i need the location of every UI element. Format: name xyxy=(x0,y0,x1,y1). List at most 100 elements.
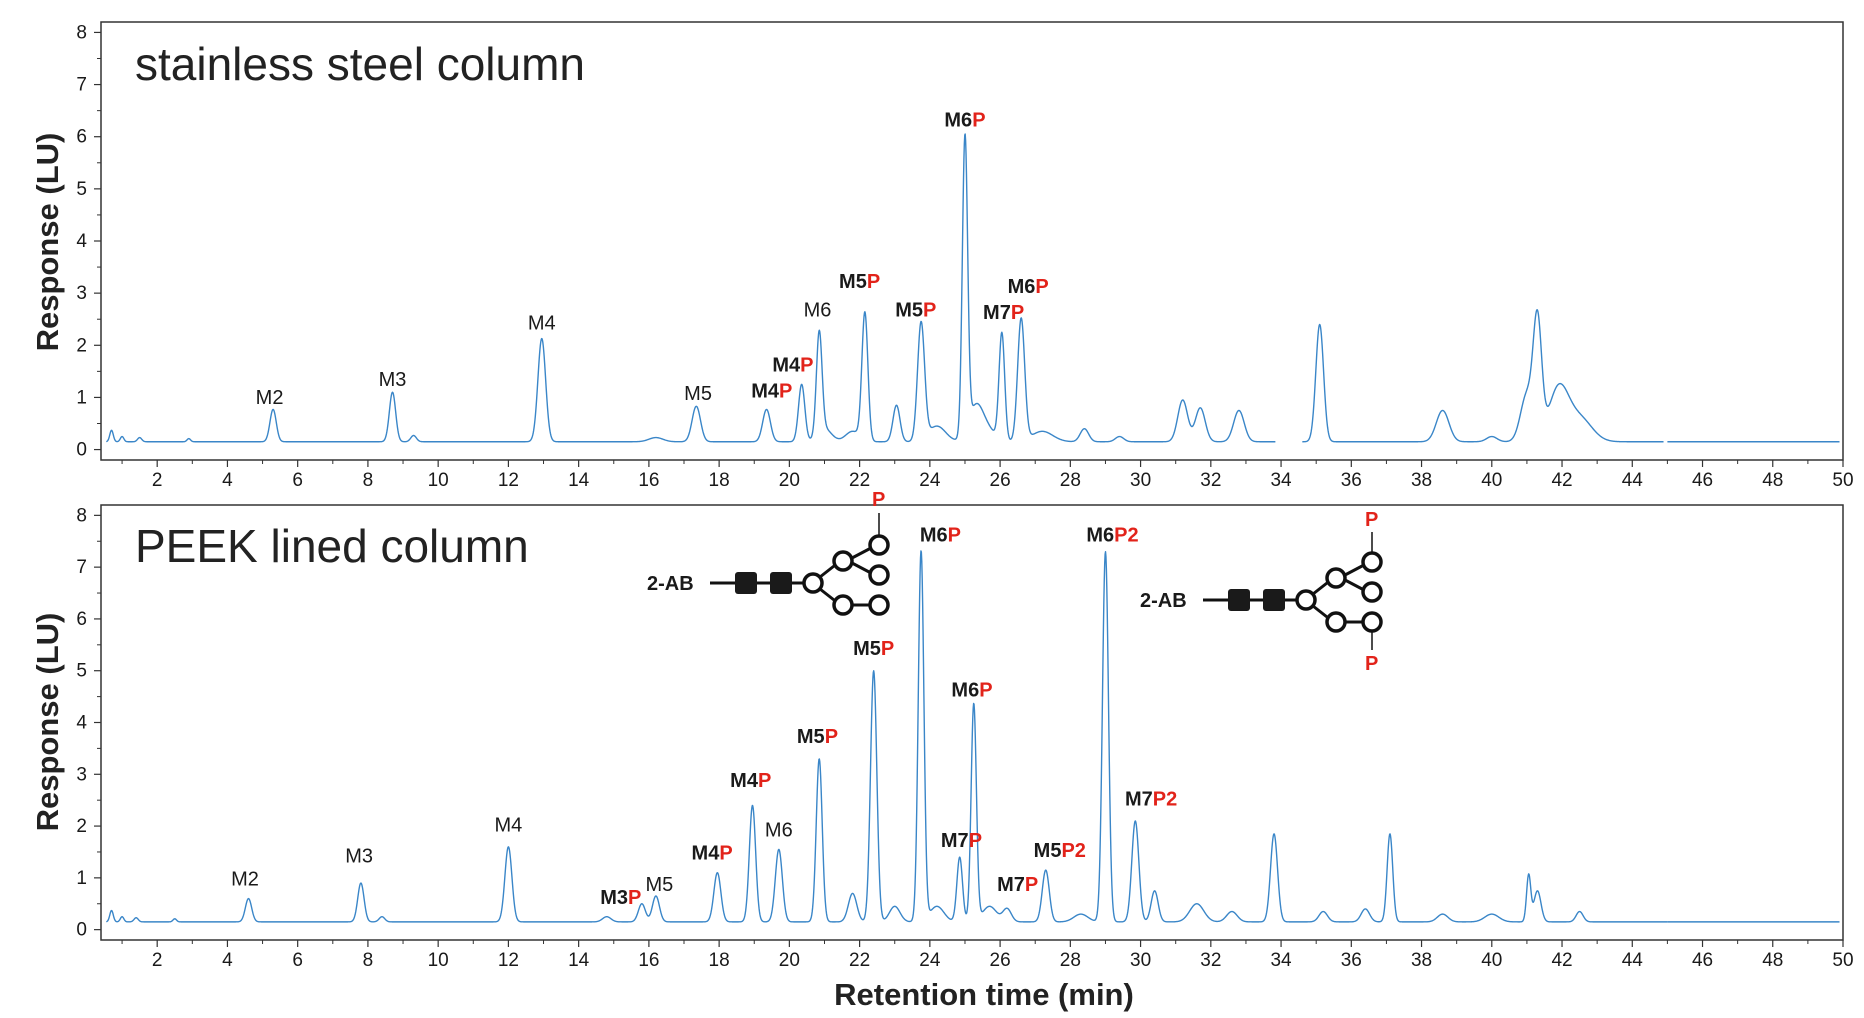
peak-label-phospho: P xyxy=(969,830,982,852)
bottom-panel: PEEK lined column 2 4 6 8 10 12 14 16 18 20 22 24 26… xyxy=(76,489,1853,971)
y-axis-title: Response (LU) xyxy=(30,133,65,352)
x-tick-label: 18 xyxy=(709,470,730,491)
peak-label-name: M6 xyxy=(765,819,793,841)
x-tick-label: 28 xyxy=(1060,950,1081,971)
glcnac-square-icon xyxy=(1228,589,1250,611)
peak-label-name: M5 xyxy=(853,638,881,660)
peak-label-name: M4 xyxy=(751,380,780,402)
peak-label-name: M6 xyxy=(1008,276,1036,298)
peak-label: M7P xyxy=(997,874,1038,896)
peak-label: M6P xyxy=(1008,276,1049,298)
peak-label-name: M5 xyxy=(646,874,674,896)
x-tick-label: 6 xyxy=(292,950,303,971)
axis-ticks: 2 4 6 8 10 12 14 16 18 20 22 24 26 28 30 32 34 36 38 40 42 44… xyxy=(76,22,1853,491)
trace-group xyxy=(105,550,1840,923)
x-tick-label: 30 xyxy=(1130,470,1151,491)
mannose-circle-icon xyxy=(1295,589,1317,611)
peak-label-phospho: P xyxy=(758,770,771,792)
phosphate-label: P xyxy=(1365,653,1378,675)
x-tick-label: 44 xyxy=(1622,950,1644,971)
mannose-circle-icon xyxy=(802,572,824,594)
glycan-bond xyxy=(1344,578,1365,592)
mannose-circle-icon xyxy=(832,550,854,572)
peak-label-name: M6 xyxy=(944,109,972,131)
peak-label: M5P xyxy=(895,300,936,322)
x-tick-label: 40 xyxy=(1481,950,1502,971)
mannose-circle-icon xyxy=(1361,581,1383,603)
x-tick-label: 36 xyxy=(1341,950,1362,971)
peak-label-name: M7 xyxy=(997,874,1025,896)
y-tick-label: 4 xyxy=(76,231,87,252)
peak-label: M6P xyxy=(944,109,985,131)
x-tick-label: 22 xyxy=(849,470,870,491)
peak-label-phospho: P2 xyxy=(1114,524,1138,546)
peak-label: M4P xyxy=(692,843,733,865)
glycan-bond xyxy=(819,564,835,579)
peak-label-phospho: P xyxy=(881,638,894,660)
peak-label: M3 xyxy=(379,369,407,391)
x-tick-label: 38 xyxy=(1411,470,1432,491)
x-tick-label: 14 xyxy=(568,950,590,971)
glycan-structure-2: 2-AB P P xyxy=(1140,509,1383,675)
x-tick-label: 42 xyxy=(1551,470,1572,491)
mannose-circle-icon xyxy=(1325,567,1347,589)
peak-label: M5 xyxy=(684,383,712,405)
peak-label-name: M7 xyxy=(983,302,1011,324)
peak-label-phospho: P2 xyxy=(1153,788,1177,810)
x-tick-label: 8 xyxy=(363,950,374,971)
x-axis-title: Retention time (min) xyxy=(834,977,1134,1012)
mannose-circle-icon xyxy=(868,534,890,556)
x-tick-label: 26 xyxy=(990,950,1011,971)
x-tick-label: 14 xyxy=(568,470,590,491)
peak-label-name: M6 xyxy=(804,300,832,322)
series-line xyxy=(105,550,1840,923)
peak-label: M5 xyxy=(646,874,674,896)
x-tick-label: 24 xyxy=(919,470,941,491)
peak-label: M6 xyxy=(765,819,793,841)
glycan-structure-1: 2-AB P xyxy=(647,489,890,616)
peak-label-name: M5 xyxy=(684,383,712,405)
peak-label-phospho: P xyxy=(800,354,813,376)
peak-label: M6P xyxy=(951,680,992,702)
peak-label: M4P xyxy=(772,354,813,376)
x-tick-label: 12 xyxy=(498,950,519,971)
peak-label: M5P xyxy=(797,726,838,748)
x-tick-label: 36 xyxy=(1341,470,1362,491)
x-tick-label: 18 xyxy=(709,950,730,971)
y-tick-label: 8 xyxy=(76,22,87,43)
y-tick-label: 6 xyxy=(76,127,87,148)
peak-label-phospho: P xyxy=(948,524,961,546)
mannose-circle-icon xyxy=(1361,551,1383,573)
x-tick-label: 30 xyxy=(1130,950,1151,971)
x-tick-label: 2 xyxy=(152,470,163,491)
peak-label-name: M2 xyxy=(231,869,259,891)
x-tick-label: 16 xyxy=(638,470,659,491)
glcnac-square-icon xyxy=(735,572,757,594)
peak-label: M5P xyxy=(853,638,894,660)
x-tick-label: 50 xyxy=(1832,950,1853,971)
panel-title: PEEK lined column xyxy=(135,520,529,572)
y-tick-label: 3 xyxy=(76,283,87,304)
peak-label-phospho: P xyxy=(779,380,792,402)
glycan-label: 2-AB xyxy=(1140,590,1187,612)
peak-label-name: M4 xyxy=(730,770,759,792)
x-tick-label: 20 xyxy=(779,470,800,491)
peak-label-name: M7 xyxy=(1125,788,1153,810)
peak-label-name: M4 xyxy=(528,313,556,335)
x-tick-label: 12 xyxy=(498,470,519,491)
axis-ticks: 2 4 6 8 10 12 14 16 18 20 22 24 26 28 30 32 34 36 38 40 42 44… xyxy=(76,505,1853,971)
glcnac-square-icon xyxy=(770,572,792,594)
glycan-bond xyxy=(851,561,872,575)
x-tick-label: 22 xyxy=(849,950,870,971)
x-tick-label: 8 xyxy=(363,470,374,491)
phosphate-label: P xyxy=(1365,509,1378,531)
glycan-label: 2-AB xyxy=(647,573,694,595)
peak-label: M4P xyxy=(730,770,771,792)
y-tick-label: 8 xyxy=(76,505,87,526)
y-tick-label: 2 xyxy=(76,816,87,837)
x-tick-label: 40 xyxy=(1481,470,1502,491)
x-tick-label: 32 xyxy=(1200,470,1221,491)
peak-label: M7P2 xyxy=(1125,788,1177,810)
